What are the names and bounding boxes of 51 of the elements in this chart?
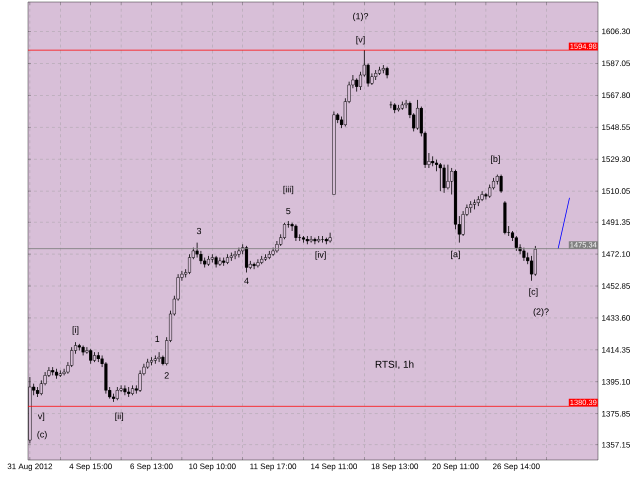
- annotation: (1)?: [353, 12, 368, 22]
- candlestick: [275, 240, 278, 253]
- annotation: 5: [286, 208, 290, 214]
- candlestick: [206, 255, 210, 266]
- annotation: [a]: [451, 250, 460, 260]
- candlestick: [416, 100, 420, 130]
- candlestick: [237, 247, 240, 258]
- annotation: [iv]: [316, 251, 326, 260]
- candlestick: [89, 348, 92, 364]
- candlestick: [123, 384, 126, 396]
- candlestick: [469, 200, 472, 214]
- candlestick: [438, 162, 442, 192]
- candlestick: [92, 352, 96, 362]
- candlestick: [54, 368, 58, 380]
- candlestick: [82, 345, 85, 356]
- candlestick: [127, 386, 130, 398]
- candlestick: [226, 254, 230, 265]
- candlestick: [393, 102, 396, 114]
- annotation: 2: [164, 372, 169, 378]
- candlestick: [366, 62, 370, 88]
- annotation: 3: [196, 228, 202, 234]
- annotation: (2)?: [534, 308, 549, 316]
- candlestick: [130, 384, 134, 396]
- candlestick: [158, 352, 161, 362]
- annotation: v]: [38, 412, 44, 422]
- candlestick: [386, 66, 389, 79]
- candlestick: [522, 247, 526, 262]
- annotation: 4: [244, 278, 249, 284]
- candlestick: [355, 78, 358, 92]
- candlestick: [442, 164, 446, 194]
- candlestick: [472, 199, 476, 210]
- annotation: [v]: [356, 36, 365, 44]
- candlestick: [188, 254, 192, 275]
- text: RTSI, 1h: [376, 360, 414, 369]
- annotation: [iii]: [283, 186, 294, 194]
- candlestick: [214, 255, 218, 268]
- annotation: 1: [155, 336, 160, 342]
- candlestick: [446, 164, 450, 190]
- candlestick: [294, 224, 298, 242]
- annotation: [b]: [491, 155, 500, 164]
- candlestick: [244, 246, 248, 273]
- annotation: [c]: [529, 288, 538, 297]
- candlestick: [36, 386, 40, 398]
- annotation: [ii]: [115, 412, 124, 422]
- candlestick: [328, 232, 332, 244]
- candlestick: [500, 174, 503, 194]
- candlestick: [116, 386, 119, 401]
- candlestick: [480, 190, 484, 202]
- annotation: [i]: [72, 326, 78, 335]
- candlestick: [434, 159, 438, 172]
- annotation: (c): [37, 430, 47, 440]
